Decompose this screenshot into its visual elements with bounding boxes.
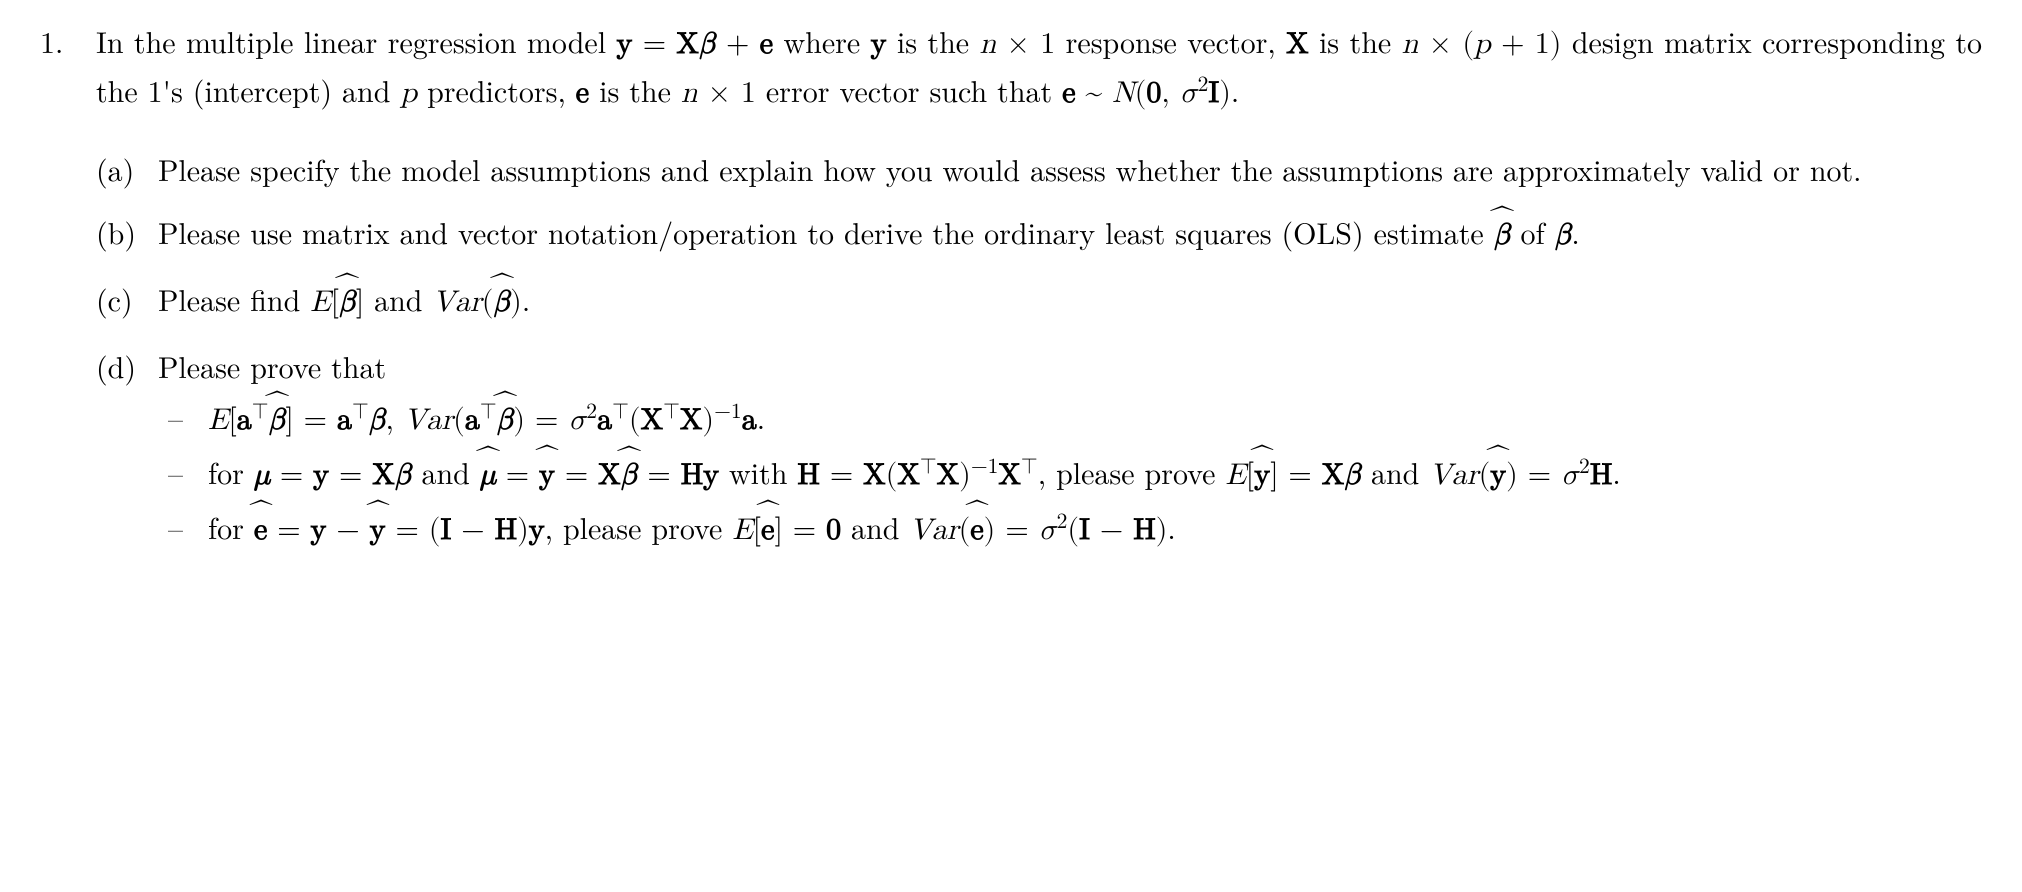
subpart-body-b: Please use matrix and vector notation/op…	[158, 209, 1982, 258]
subpart-d-item-3: – for e = y − y = (I − H)y, please prove…	[158, 504, 1982, 553]
page: 1. In the multiple linear regression mod…	[0, 0, 2022, 892]
subparts: (a) Please specify the model assumptions…	[96, 146, 1982, 553]
subpart-d-item-2: – for μ = y = Xβ and μ = y = Xβ = Hy wit…	[158, 449, 1982, 498]
bullet-dash: –	[158, 394, 208, 443]
subpart-d-item-1: – E[a⊤β] = a⊤β, Var(a⊤β) = σ2a⊤(X⊤X)−1a.	[158, 394, 1982, 443]
subpart-label-a: (a)	[96, 146, 158, 191]
subpart-label-d: (d)	[96, 343, 158, 553]
subpart-d-item-1-body: E[a⊤β] = a⊤β, Var(a⊤β) = σ2a⊤(X⊤X)−1a.	[208, 394, 1982, 443]
subpart-body-d: Please prove that – E[a⊤β] = a⊤β, Var(a⊤…	[158, 343, 1982, 553]
subpart-d-item-2-body: for μ = y = Xβ and μ = y = Xβ = Hy with …	[208, 449, 1982, 498]
problem-number: 1.	[40, 18, 96, 571]
subpart-body-a: Please specify the model assumptions and…	[158, 146, 1982, 191]
bullet-dash: –	[158, 449, 208, 498]
bullet-dash: –	[158, 504, 208, 553]
subpart-d-item-3-body: for e = y − y = (I − H)y, please prove E…	[208, 504, 1982, 553]
problem-intro: In the multiple linear regression model …	[96, 18, 1982, 571]
subpart-a: (a) Please specify the model assumptions…	[96, 146, 1982, 191]
problem-1: 1. In the multiple linear regression mod…	[40, 18, 1982, 571]
subpart-d-items: – E[a⊤β] = a⊤β, Var(a⊤β) = σ2a⊤(X⊤X)−1a.…	[158, 394, 1982, 553]
subpart-label-c: (c)	[96, 276, 158, 325]
subpart-d: (d) Please prove that – E[a⊤β] = a⊤β, Va…	[96, 343, 1982, 553]
subpart-b: (b) Please use matrix and vector notatio…	[96, 209, 1982, 258]
subpart-body-c: Please find E[β] and Var(β).	[158, 276, 1982, 325]
subpart-c: (c) Please find E[β] and Var(β).	[96, 276, 1982, 325]
subpart-label-b: (b)	[96, 209, 158, 258]
